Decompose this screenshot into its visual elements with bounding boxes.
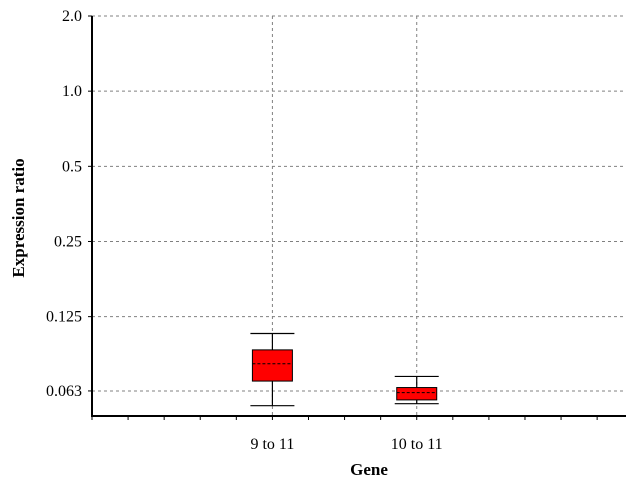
y-tick-label: 0.125 [46,309,82,326]
box-iqr [396,387,438,401]
y-tick-label: 0.5 [62,158,82,175]
gridlines [92,15,626,416]
box-group [394,375,439,405]
x-axis-title: Gene [350,460,388,478]
boxes [250,332,439,407]
axes [88,15,626,420]
y-axis-title: Expression ratio [9,158,28,277]
x-tick-label: 9 to 11 [250,436,294,453]
y-tick-label: 0.25 [54,233,82,250]
y-tick-label: 1.0 [62,83,82,100]
box-iqr [251,349,293,382]
box-group [250,332,295,407]
y-tick-label: 2.0 [62,8,82,25]
y-tick-labels: 2.0 1.0 0.5 0.25 0.125 0.063 [46,8,82,400]
y-tick-label: 0.063 [46,383,82,400]
x-tick-labels: 9 to 11 10 to 11 [250,436,442,453]
x-tick-label: 10 to 11 [391,436,443,453]
